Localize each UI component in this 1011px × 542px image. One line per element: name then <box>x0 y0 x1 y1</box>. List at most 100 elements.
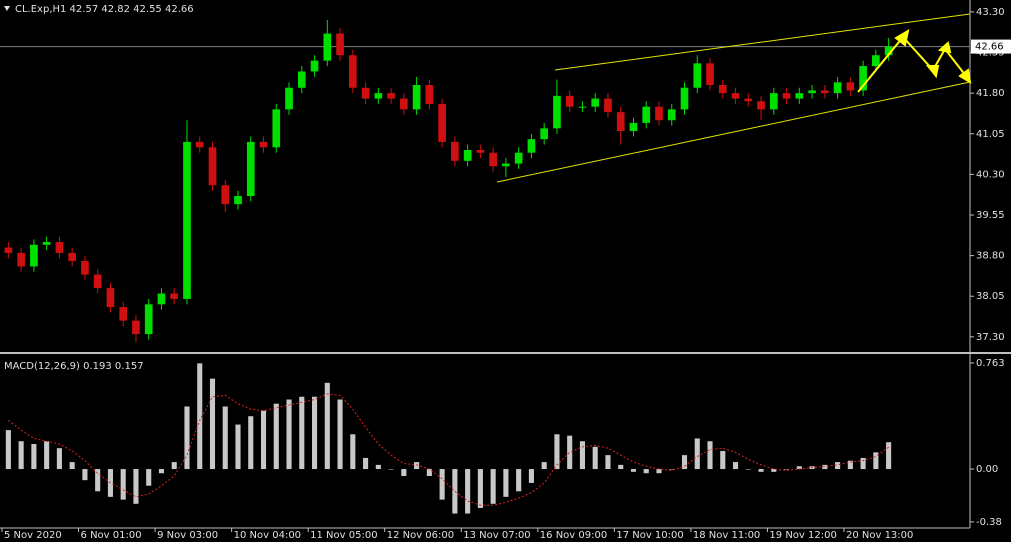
candle-body <box>540 128 549 140</box>
macd-bar <box>758 469 764 472</box>
macd-bar <box>363 457 369 470</box>
arrow-head <box>958 68 972 84</box>
macd-bar <box>707 441 713 470</box>
macd-title: MACD(12,26,9) 0.193 0.157 <box>4 361 144 372</box>
candle-body <box>782 93 791 99</box>
macd-bar <box>656 469 662 474</box>
candle-body <box>578 106 587 108</box>
candle-body <box>259 141 268 148</box>
candle-body <box>400 98 408 110</box>
arrow-head <box>937 41 952 54</box>
candle-body <box>106 288 115 308</box>
y-tick-label: 38.05 <box>976 291 1005 302</box>
candle-body <box>412 85 421 110</box>
candle-body <box>208 147 217 186</box>
candle-body <box>616 112 625 132</box>
macd-bar <box>248 416 254 470</box>
x-tick-label: 12 Nov 06:00 <box>387 530 454 541</box>
forecast-arrows <box>857 28 972 93</box>
candle-body <box>132 320 140 335</box>
candle-body <box>246 141 255 197</box>
macd-bar <box>18 441 24 470</box>
macd-bar <box>554 434 560 470</box>
macd-bar <box>184 406 190 470</box>
macd-bar <box>337 399 343 470</box>
candle-body <box>387 93 395 99</box>
candle-body <box>30 244 38 267</box>
macd-bar <box>796 466 802 470</box>
x-tick-label: 19 Nov 12:00 <box>769 530 836 541</box>
candle-body <box>604 98 612 113</box>
macd-bar <box>605 455 611 470</box>
candle-body <box>119 307 128 321</box>
macd-bar <box>286 399 292 470</box>
candle-body <box>667 109 676 121</box>
macd-bar <box>694 438 700 470</box>
macd-bar <box>273 403 279 470</box>
candle-body <box>769 93 778 110</box>
macd-bar <box>541 462 547 470</box>
candle-body <box>81 261 89 275</box>
macd-bar <box>69 462 75 470</box>
macd-bar <box>209 378 216 470</box>
macd-bar <box>5 430 11 470</box>
macd-bar <box>375 464 381 470</box>
y-tick-label: 37.30 <box>976 332 1005 343</box>
channel-upper <box>554 13 971 71</box>
macd-bar <box>350 434 356 470</box>
y-tick-label: 0.763 <box>976 358 1005 369</box>
macd-bar <box>401 469 407 476</box>
candle-body <box>425 85 434 104</box>
macd-bar <box>720 450 726 470</box>
candle-body <box>744 98 753 102</box>
y-tick-label: 41.05 <box>976 129 1005 140</box>
macd-bar <box>222 406 228 470</box>
macd-bar <box>235 424 241 470</box>
candle-body <box>374 93 383 99</box>
candle-body <box>591 98 600 107</box>
macd-bar <box>886 442 892 470</box>
macd-bar <box>120 469 126 500</box>
macd-bar <box>490 469 496 504</box>
x-tick-label: 13 Nov 07:00 <box>463 530 530 541</box>
candle-body <box>872 55 880 67</box>
macd-bar <box>567 435 573 470</box>
candle-body <box>42 242 51 245</box>
candle-body <box>157 293 166 305</box>
macd-bar <box>732 462 739 470</box>
current-price-label: 42.66 <box>975 42 1004 53</box>
candle-body <box>629 122 638 132</box>
candle-body <box>706 63 714 86</box>
candle-body <box>514 152 523 164</box>
macd-bar <box>643 469 649 474</box>
macd-bar <box>579 441 586 470</box>
candle-body <box>68 252 76 262</box>
candle-body <box>821 90 829 94</box>
candle-body <box>859 66 867 91</box>
macd-bar <box>82 469 88 481</box>
candle-body <box>502 163 510 167</box>
macd-bar <box>822 464 828 470</box>
candle-body <box>463 150 472 161</box>
macd-bar <box>133 469 139 504</box>
macd-bar <box>592 446 598 470</box>
macd-bar <box>197 363 203 470</box>
macd-bar <box>171 462 177 470</box>
macd-bar <box>95 469 101 492</box>
candle-body <box>565 95 574 107</box>
macd-bar <box>873 452 879 470</box>
candle-body <box>795 93 804 99</box>
candle-body <box>183 141 191 299</box>
candle-body <box>527 139 536 153</box>
arrow-head <box>925 65 940 79</box>
macd-bar <box>158 469 165 474</box>
candle-body <box>361 87 370 99</box>
macd-bar <box>311 396 318 470</box>
candle-body <box>553 95 561 129</box>
menu-arrow[interactable] <box>4 6 10 11</box>
candle-body <box>476 150 485 153</box>
y-tick-label: -0.38 <box>976 517 1002 528</box>
candle-body <box>718 85 727 94</box>
candle-body <box>655 106 663 121</box>
candle-body <box>451 141 459 161</box>
